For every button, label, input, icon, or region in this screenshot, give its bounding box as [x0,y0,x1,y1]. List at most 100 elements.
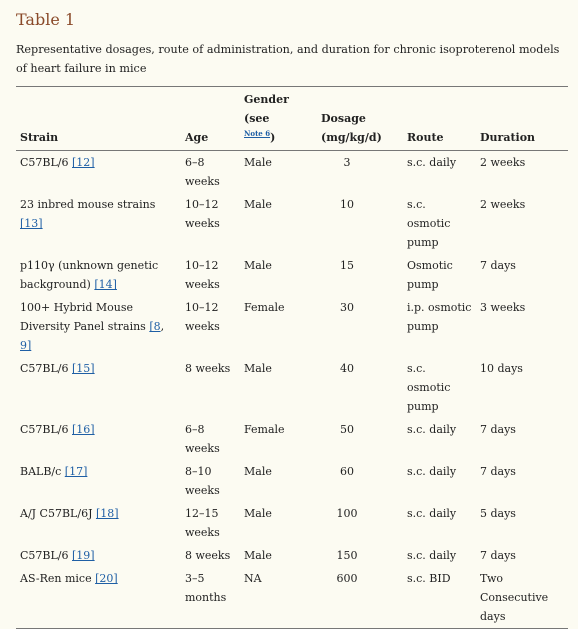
reference-link[interactable]: [18] [95,507,119,520]
cell-gender: Male [244,156,272,169]
cell-dosage: 40 [340,362,354,375]
cell-dosage: 3 [343,156,351,169]
cell-dosage: 60 [340,465,354,478]
cell-duration: 7 days [480,259,516,272]
cell-dosage: 30 [340,301,354,314]
header-dosage: Dosage (mg/kg/d) [317,87,403,151]
strain-name: 100+ Hybrid Mouse Diversity Panel strain… [20,301,150,333]
cell-age: 8 weeks [185,549,231,562]
cell-duration: 7 days [480,465,516,478]
table-row: C57BL/6 [15] 8 weeks Male 40 s.c. osmotic pu… [16,357,568,418]
cell-age: 6–8 weeks [185,156,220,188]
cell-duration: 2 weeks [480,156,526,169]
table-row: C57BL/6 [12] 6–8 weeks Male 3 s.c. daily 2 we… [16,151,568,194]
cell-strain: 23 inbred mouse strains [13] [16,193,181,254]
cell-duration: Two Consecutive days [480,572,549,623]
cell-gender: Female [244,423,285,436]
cell-route: Osmotic pump [407,259,453,291]
table-row: p110γ (unknown genetic background) [14] 1… [16,254,568,296]
cell-gender: Male [244,362,272,375]
cell-route: s.c. daily [407,465,457,478]
cell-strain: C57BL/6 [16] [16,418,181,460]
reference-link[interactable]: [20] [95,572,118,585]
cell-strain: C57BL/6 [12] [16,151,181,194]
cell-dosage: 15 [340,259,354,272]
cell-strain: p110γ (unknown genetic background) [14] [16,254,181,296]
cell-dosage: 150 [336,549,358,562]
cell-gender: Male [244,507,272,520]
reference-separator: , [160,320,165,333]
header-gender-label: Gender (see [244,93,289,125]
cell-gender: NA [244,572,262,585]
header-route: Route [407,131,444,144]
header-gender-close: ) [270,131,276,144]
reference-link[interactable]: [16] [72,423,95,436]
reference-link[interactable]: [17] [64,465,88,478]
reference-link[interactable]: [8 [149,320,161,333]
table-row: C57BL/6 [19] 8 weeks Male 150 s.c. daily 7 da… [16,544,568,567]
header-dosage-line1: Dosage [321,112,366,125]
cell-gender: Male [244,198,272,211]
cell-gender: Male [244,259,272,272]
table-row: BALB/c [17] 8–10 weeks Male 60 s.c. daily 7 d… [16,460,568,502]
cell-dosage: 100 [336,507,358,520]
cell-strain: C57BL/6 [15] [16,357,181,418]
note-6-link[interactable]: Note 6 [244,129,271,138]
strain-name: BALB/c [20,465,65,478]
cell-dosage: 10 [340,198,354,211]
cell-age: 8 weeks [185,362,231,375]
cell-route: s.c. osmotic pump [407,198,451,249]
reference-link[interactable]: [15] [72,362,95,375]
cell-gender: Male [244,465,272,478]
cell-age: 6–8 weeks [185,423,220,455]
table-row: A/J C57BL/6J [18] 12–15 weeks Male 100 s.c. … [16,502,568,544]
table-caption: Representative dosages, route of adminis… [16,43,560,75]
cell-age: 10–12 weeks [185,198,220,230]
strain-name: 23 inbred mouse strains [20,198,156,211]
reference-link[interactable]: [12] [72,156,95,169]
strain-name: C57BL/6 [20,156,73,169]
cell-gender: Male [244,549,272,562]
cell-duration: 7 days [480,423,516,436]
header-dosage-line2: (mg/kg/d) [321,131,382,144]
cell-strain: BALB/c [17] [16,460,181,502]
reference-link[interactable]: [13] [20,217,43,230]
cell-age: 12–15 weeks [185,507,220,539]
table-row: 23 inbred mouse strains [13] 10–12 weeks M… [16,193,568,254]
header-duration: Duration [480,131,536,144]
strain-name: AS-Ren mice [20,572,96,585]
header-strain: Strain [20,131,59,144]
cell-strain: 100+ Hybrid Mouse Diversity Panel strain… [16,296,181,357]
table-row: C57BL/6 [16] 6–8 weeks Female 50 s.c. daily 7… [16,418,568,460]
cell-duration: 3 weeks [480,301,526,314]
cell-age: 10–12 weeks [185,259,220,291]
cell-duration: 5 days [480,507,516,520]
reference-link[interactable]: [19] [72,549,95,562]
cell-route: s.c. BID [407,572,451,585]
cell-age: 8–10 weeks [185,465,220,497]
cell-age: 3–5 months [185,572,227,604]
header-row: Strain Age Gender (see Note 6) Dosage (mg/… [16,86,568,151]
table-body: C57BL/6 [12] 6–8 weeks Male 3 s.c. daily 2 we… [16,151,568,629]
cell-duration: 7 days [480,549,516,562]
cell-duration: 10 days [480,362,523,375]
table-row: AS-Ren mice [20] 3–5 months NA 600 s.c. BID T… [16,567,568,629]
strain-name: p110γ (unknown genetic background) [20,259,159,291]
header-age: Age [185,131,209,144]
data-table: Strain Age Gender (see Note 6) Dosage (mg/… [16,86,568,629]
cell-route: s.c. daily [407,156,457,169]
table-row: 100+ Hybrid Mouse Diversity Panel strain… [16,296,568,357]
cell-route: s.c. daily [407,549,457,562]
reference-link[interactable]: [14] [94,278,117,291]
cell-age: 10–12 weeks [185,301,220,333]
cell-strain: C57BL/6 [19] [16,544,181,567]
cell-duration: 2 weeks [480,198,526,211]
table-title: Table 1 [16,10,76,29]
strain-name: C57BL/6 [20,362,73,375]
cell-strain: A/J C57BL/6J [18] [16,502,181,544]
header-gender: Gender (see Note 6) [240,87,317,151]
strain-name: A/J C57BL/6J [20,507,96,520]
strain-name: C57BL/6 [20,423,73,436]
reference-link[interactable]: 9] [20,339,32,352]
strain-name: C57BL/6 [20,549,73,562]
